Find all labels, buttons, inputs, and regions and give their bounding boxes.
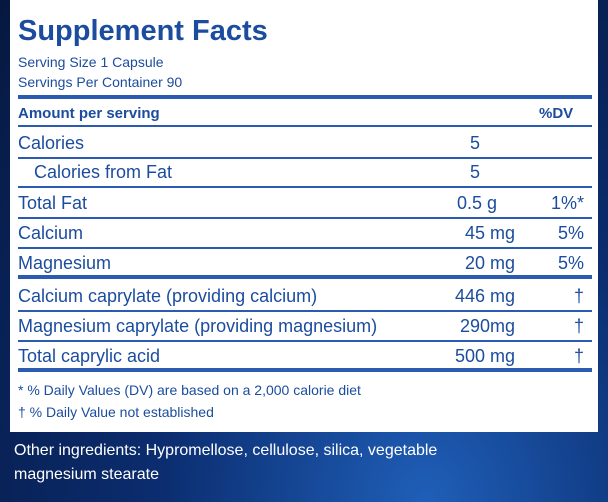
row-amount: 0.5 g [456,193,497,213]
row-name: Total caprylic acid [18,346,161,366]
row-dv: 5% [557,253,584,273]
row-name: Magnesium [18,253,112,273]
row-dv: † [573,316,584,336]
row-amount: 446 mg [454,286,515,306]
rule [18,247,592,249]
row-name: Total Fat [18,193,88,213]
row-amount: 500 mg [454,346,515,366]
title: Supplement Facts [18,15,268,47]
row-name: Magnesium caprylate (providing magnesium… [18,316,378,336]
servings-per-container: Servings Per Container 90 [18,74,183,90]
row-name: Calcium caprylate (providing calcium) [18,286,318,306]
serving-size: Serving Size 1 Capsule [18,54,164,70]
row-name: Calories from Fat [34,162,173,182]
row-name: Calories [18,133,85,153]
row-dv: 5% [557,223,584,243]
row-dv: † [573,346,584,366]
row-amount: 5 [469,133,480,153]
rule [18,340,592,342]
rule [18,125,592,127]
rule [18,310,592,312]
footnote: * % Daily Values (DV) are based on a 2,0… [18,382,361,398]
rule [18,186,592,188]
header-amount: Amount per serving [18,105,160,122]
rule [18,217,592,219]
rule [18,157,592,159]
footnote: † % Daily Value not established [18,404,214,420]
row-amount: 45 mg [464,223,515,243]
row-dv: 1%* [550,193,584,213]
row-dv: † [573,286,584,306]
rule [18,368,592,372]
row-amount: 290mg [459,316,515,336]
rule [18,275,592,279]
row-amount: 20 mg [464,253,515,273]
rule [18,95,592,99]
other-ingredients: Other ingredients: Hypromellose, cellulo… [14,442,438,459]
other-ingredients: magnesium stearate [14,466,159,483]
header-dv: %DV [539,105,574,122]
row-name: Calcium [18,223,84,243]
row-amount: 5 [469,162,480,182]
facts-panel: Supplement Facts Serving Size 1 Capsule … [10,0,598,432]
